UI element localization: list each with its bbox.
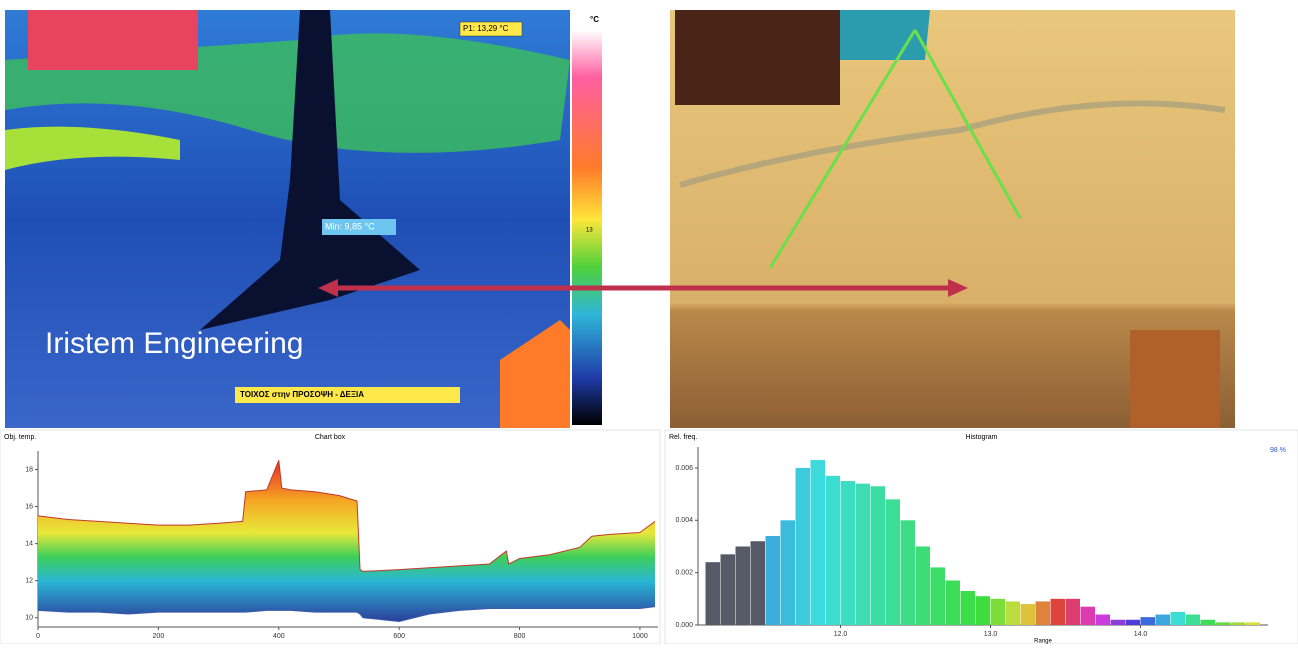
y-axis-label: Obj. temp.	[4, 434, 36, 441]
bar	[811, 460, 826, 625]
bar	[1201, 620, 1216, 625]
screen: °C 13 P1: 13,29 °C Min: 9,85 °C Iristem …	[0, 0, 1298, 644]
x-axis-label: Range	[1034, 639, 1052, 644]
x-tick-label: 800	[514, 633, 526, 640]
cabinet	[1130, 330, 1220, 428]
thermal-image: °C 13 P1: 13,29 °C Min: 9,85 °C Iristem …	[5, 10, 605, 428]
y-tick-label: 16	[25, 503, 33, 510]
bar	[856, 484, 871, 625]
line-chart: Chart box Obj. temp. 10 12 14 16 18 0 200 400 600 8…	[0, 430, 660, 644]
y-tick-label: 12	[25, 578, 33, 585]
y-tick-label: 18	[25, 466, 33, 473]
bar	[766, 536, 781, 625]
bar	[1246, 622, 1261, 625]
bar	[841, 481, 856, 625]
bar	[916, 546, 931, 625]
bar	[1036, 601, 1051, 625]
x-tick-label: 600	[393, 633, 405, 640]
bar	[736, 546, 751, 625]
bar	[751, 541, 766, 625]
bar	[931, 567, 946, 625]
min-label: Min: 9,85 °C	[325, 221, 375, 231]
bar	[1066, 599, 1081, 625]
x-tick-label: 13.0	[984, 631, 998, 638]
bar	[1126, 620, 1141, 625]
bar	[976, 596, 991, 625]
x-tick-label: 0	[36, 633, 40, 640]
window	[675, 10, 840, 105]
chart-title: Chart box	[315, 434, 346, 441]
bar	[991, 599, 1006, 625]
bar	[901, 520, 916, 625]
chart-title: Histogram	[966, 434, 998, 441]
caption: ΤΟΙΧΟΣ στην ΠΡΟΣΟΨΗ - ΔΕΞΙΑ	[240, 390, 364, 399]
y-tick-label: 0.006	[675, 465, 693, 472]
bar	[1051, 599, 1066, 625]
bar	[1156, 615, 1171, 625]
y-tick-label: 0.004	[675, 517, 693, 524]
x-tick-label: 14.0	[1134, 631, 1148, 638]
bar	[1216, 622, 1231, 625]
bar	[721, 554, 736, 625]
y-tick-label: 0.002	[675, 569, 693, 576]
scale-tick: 13	[586, 228, 593, 234]
unit: °C	[590, 15, 599, 24]
x-tick-label: 400	[273, 633, 285, 640]
y-tick-label: 14	[25, 540, 33, 547]
bar	[1231, 622, 1246, 625]
bar	[1021, 604, 1036, 625]
y-tick-label: 0.000	[675, 622, 693, 629]
bar	[946, 581, 961, 626]
bar	[1081, 607, 1096, 625]
bar	[1171, 612, 1186, 625]
histogram-chart: Histogram Rel. freq. 98 % Range 0.000 0.002 0.…	[665, 430, 1298, 644]
bar	[826, 476, 841, 625]
bar	[1186, 615, 1201, 625]
bar	[706, 562, 721, 625]
bar	[871, 486, 886, 625]
x-tick-label: 12.0	[834, 631, 848, 638]
watermark: Iristem Engineering	[45, 327, 303, 360]
bar	[1006, 601, 1021, 625]
bar	[796, 468, 811, 625]
x-tick-label: 200	[153, 633, 165, 640]
frame	[28, 10, 198, 70]
x-tick-label: 1000	[632, 633, 648, 640]
bar	[961, 591, 976, 625]
bar	[781, 520, 796, 625]
bar	[1096, 615, 1111, 625]
p1-label: P1: 13,29 °C	[463, 24, 509, 33]
bar	[886, 499, 901, 625]
y-axis-label: Rel. freq.	[669, 434, 697, 441]
photo	[670, 10, 1235, 428]
annotation: 98 %	[1270, 447, 1286, 454]
y-tick-label: 10	[25, 615, 33, 622]
bar	[1141, 617, 1156, 625]
bar	[1111, 620, 1126, 625]
